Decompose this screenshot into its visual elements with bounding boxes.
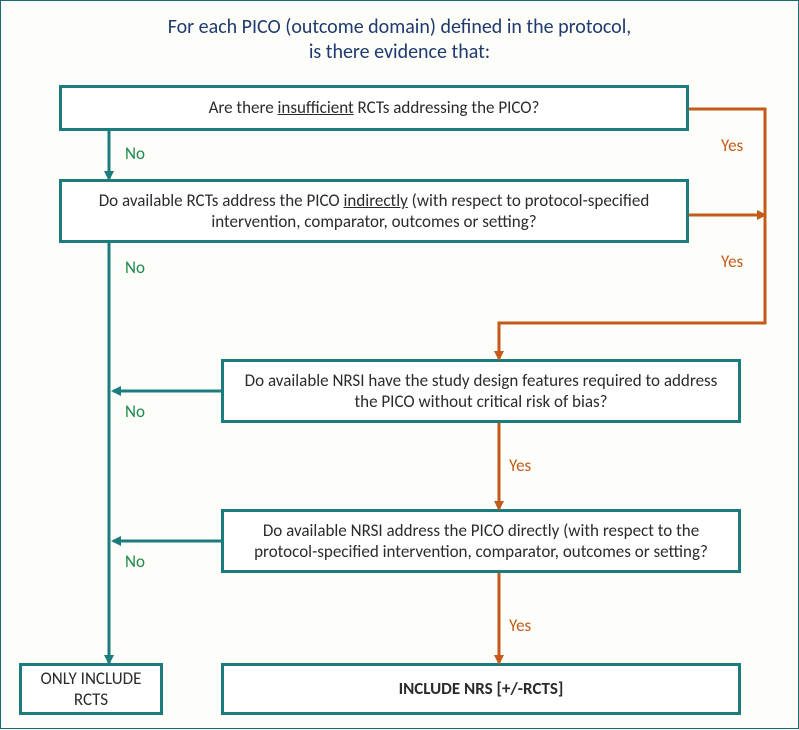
- q3-text: Do available NRSI have the study design …: [234, 370, 728, 413]
- edge-label-no-2: No: [125, 257, 145, 278]
- node-q4: Do available NRSI address the PICO direc…: [221, 509, 741, 573]
- node-q3: Do available NRSI have the study design …: [221, 359, 741, 423]
- q4-text: Do available NRSI address the PICO direc…: [234, 520, 728, 563]
- edge-label-yes-2: Yes: [721, 251, 743, 272]
- title-line-1: For each PICO (outcome domain) defined i…: [168, 15, 632, 39]
- outcome-nrs-text: INCLUDE NRS [+/-RCTS]: [399, 678, 564, 699]
- edge-label-no-1: No: [125, 143, 145, 164]
- edge-label-yes-4: Yes: [509, 615, 531, 636]
- edge-label-yes-1: Yes: [721, 135, 743, 156]
- edge-label-no-4: No: [125, 551, 145, 572]
- flowchart-canvas: For each PICO (outcome domain) defined i…: [0, 0, 799, 729]
- node-outcome-nrs: INCLUDE NRS [+/-RCTS]: [221, 663, 741, 715]
- q1-underlined: insufficient: [278, 97, 354, 118]
- node-outcome-rcts: ONLY INCLUDE RCTS: [19, 663, 163, 715]
- q1-text: Are there insufficient RCTs addressing t…: [209, 97, 540, 118]
- edge-label-no-3: No: [125, 401, 145, 422]
- q2-pre: Do available RCTs address the PICO: [99, 190, 344, 211]
- node-q1: Are there insufficient RCTs addressing t…: [59, 85, 689, 131]
- q2-text: Do available RCTs address the PICO indir…: [72, 190, 676, 233]
- q2-underlined: indirectly: [344, 190, 408, 211]
- q1-pre: Are there: [209, 97, 278, 118]
- node-q2: Do available RCTs address the PICO indir…: [59, 179, 689, 243]
- outcome-rcts-text: ONLY INCLUDE RCTS: [32, 668, 150, 711]
- flowchart-title: For each PICO (outcome domain) defined i…: [1, 15, 798, 65]
- edge-label-yes-3: Yes: [509, 455, 531, 476]
- q1-post: RCTs addressing the PICO?: [354, 97, 540, 118]
- title-line-2: is there evidence that:: [309, 40, 490, 64]
